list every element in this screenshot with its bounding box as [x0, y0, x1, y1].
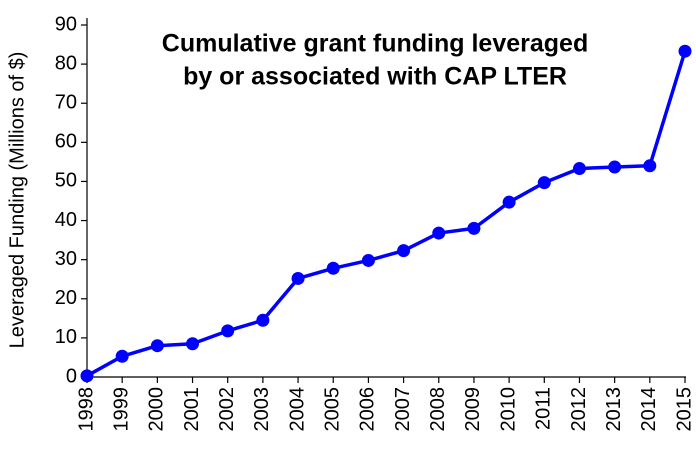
y-tick-label: 70	[55, 92, 77, 114]
x-tick-label: 1999	[110, 387, 132, 432]
y-tick-label: 30	[55, 248, 77, 270]
x-tick-label: 2000	[146, 387, 168, 432]
y-tick-label: 0	[66, 365, 77, 387]
data-point	[150, 339, 164, 353]
chart-title: Cumulative grant funding leveraged	[162, 30, 588, 58]
x-tick-label: 2011	[533, 387, 555, 430]
data-point	[361, 253, 375, 267]
data-point	[186, 337, 200, 351]
x-tick-label: 2002	[216, 387, 238, 432]
x-tick-label: 2013	[603, 387, 625, 432]
x-tick-label: 2008	[427, 387, 449, 432]
data-point	[80, 369, 94, 383]
y-axis-label: Leveraged Funding (Millions of $)	[6, 52, 28, 349]
data-point	[502, 195, 516, 209]
y-tick-label: 20	[55, 287, 77, 309]
x-tick-label: 2012	[568, 387, 590, 432]
y-tick-label: 90	[55, 13, 77, 35]
x-tick-label: 2010	[497, 387, 519, 432]
series-line	[86, 50, 687, 378]
x-tick-label: 2003	[251, 387, 273, 432]
data-point	[678, 44, 692, 58]
data-point	[221, 324, 235, 338]
data-point	[397, 244, 411, 258]
data-point	[115, 349, 129, 363]
x-tick-label: 2009	[462, 387, 484, 432]
chart-title: by or associated with CAP LTER	[183, 63, 567, 91]
y-tick-label: 10	[55, 326, 77, 348]
x-tick-label: 2005	[322, 387, 344, 432]
y-tick-label: 60	[55, 131, 77, 153]
data-point	[643, 159, 657, 173]
y-tick-label: 50	[55, 170, 77, 192]
data-point	[467, 221, 481, 235]
data-point	[291, 271, 305, 285]
data-point	[537, 176, 551, 190]
x-tick-label: 2015	[673, 387, 695, 432]
data-point	[256, 313, 270, 327]
data-point	[432, 226, 446, 240]
x-tick-label: 2001	[181, 387, 203, 432]
data-point	[326, 261, 340, 275]
x-tick-label: 2014	[638, 387, 660, 432]
y-tick-label: 80	[55, 52, 77, 74]
x-tick-label: 2007	[392, 387, 414, 432]
data-point	[608, 160, 622, 174]
x-tick-label: 2006	[357, 387, 379, 432]
x-tick-label: 1998	[75, 387, 97, 432]
y-tick-label: 40	[55, 209, 77, 231]
data-point	[572, 162, 586, 176]
x-tick-label: 2004	[286, 387, 308, 432]
